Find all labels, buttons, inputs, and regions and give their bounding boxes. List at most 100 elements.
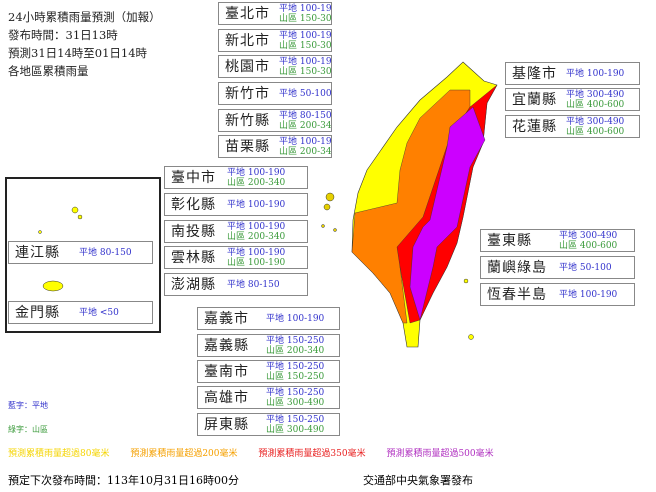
flat-rainfall: 平地 150-250 [266,336,324,346]
mountain-label: 山區 [227,231,246,242]
mountain-rainfall: 山區 150-300 [279,66,332,77]
region-box: 南投縣 平地 100-190 山區 200-340 [164,220,308,243]
mountain-value: 200-340 [286,345,325,356]
mountain-label: 山區 [279,120,298,131]
region-box: 澎湖縣 平地 80-150 [164,273,308,296]
flat-label: 平地 [566,68,585,79]
flat-value: 150-250 [286,361,325,372]
flat-label: 平地 [279,3,298,14]
flat-label: 平地 [227,247,246,258]
region-magenta [409,106,486,321]
region-name: 臺南市 [204,363,249,380]
rainfall-values: 平地 100-190 [262,314,324,324]
flat-label: 平地 [566,116,585,127]
flat-label: 平地 [559,262,578,273]
region-box: 臺東縣 平地 300-490 山區 400-600 [480,229,635,252]
flat-rainfall: 平地 50-100 [279,89,331,99]
region-name: 南投縣 [171,223,216,240]
region-box: 恆春半島 平地 100-190 [480,283,635,306]
region-name: 花蓮縣 [512,118,557,135]
flat-rainfall: 平地 100-190 [279,137,331,147]
legend-200: 預測累積雨量超過200毫米 [130,449,238,459]
region-box: 基隆市 平地 100-190 [505,62,640,85]
region-name: 嘉義縣 [204,337,249,354]
flat-rainfall: 平地 <50 [79,308,119,318]
flat-value: 80-150 [299,110,332,121]
mountain-value: 200-340 [299,146,332,157]
flat-rainfall: 平地 100-190 [279,31,331,41]
flat-value: 100-190 [247,221,286,232]
mountain-label: 山區 [559,240,578,251]
flat-rainfall: 平地 150-250 [266,415,324,425]
penghu-islands [321,192,337,232]
flat-rainfall: 平地 100-190 [227,168,285,178]
mountain-value: 400-600 [579,240,618,251]
rainfall-values: 平地 100-190 山區 100-190 [223,248,285,268]
rainfall-values: 平地 300-490 山區 400-600 [555,231,617,251]
flat-label: 平地 [279,56,298,67]
region-box: 彰化縣 平地 100-190 [164,193,308,216]
region-name: 新竹縣 [225,112,270,129]
mountain-label: 山區 [566,99,585,110]
flat-value: 80-150 [99,247,132,258]
legend: 預測累積雨量超過80毫米 預測累積雨量超過200毫米 預測累積雨量超過350毫米… [8,446,512,459]
legend-80: 預測累積雨量超過80毫米 [8,449,110,459]
flat-label: 平地 [279,110,298,121]
flat-label: 平地 [566,89,585,100]
mountain-value: 200-340 [299,120,332,131]
offshore-islands [463,278,474,340]
region-box: 高雄市 平地 150-250 山區 300-490 [197,386,340,409]
flat-label: 平地 [266,335,285,346]
flat-label: 平地 [559,289,578,300]
flat-rainfall: 平地 150-250 [266,388,324,398]
region-box: 花蓮縣 平地 300-490 山區 400-600 [505,115,640,138]
mountain-rainfall: 山區 200-340 [279,120,332,131]
rainfall-values: 平地 150-250 山區 300-490 [262,388,324,408]
flat-value: 100-190 [247,199,286,210]
mountain-label: 山區 [279,13,298,24]
mountain-value: 400-600 [586,99,625,110]
mountain-rainfall: 山區 200-340 [266,346,324,356]
flat-value: 100-190 [586,68,625,79]
flat-rainfall: 平地 100-190 [266,314,324,324]
flat-label: 平地 [266,313,285,324]
flat-label: 平地 [266,387,285,398]
flat-value: 100-190 [286,313,325,324]
rainfall-values: 平地 50-100 [555,263,612,273]
region-box: 蘭嶼綠島 平地 50-100 [480,256,635,279]
flat-value: 150-250 [286,335,325,346]
mountain-label: 山區 [279,66,298,77]
mountain-value: 150-300 [299,40,332,51]
flat-rainfall: 平地 100-190 [227,222,285,232]
region-box: 金門縣 平地 <50 [8,301,153,324]
mountain-value: 200-340 [247,177,286,188]
flat-label: 平地 [227,279,246,290]
flat-rainfall: 平地 300-490 [559,231,617,241]
region-name: 新北市 [225,32,270,49]
flat-rainfall: 平地 80-150 [279,110,332,121]
flat-rainfall: 平地 80-150 [227,280,280,290]
matsu-islands [38,206,83,234]
mountain-value: 100-190 [247,257,286,268]
mountain-rainfall: 山區 150-250 [266,372,324,382]
region-box: 連江縣 平地 80-150 [8,241,153,264]
mountain-value: 150-300 [299,66,332,77]
mountain-label: 山區 [227,177,246,188]
mountain-rainfall: 山區 300-490 [266,398,324,408]
flat-label: 平地 [266,414,285,425]
mountain-label: 山區 [279,40,298,51]
flat-value: 300-490 [586,116,625,127]
flat-value: 80-150 [247,279,280,290]
flat-rainfall: 平地 100-190 [566,69,624,79]
region-name: 臺北市 [225,5,270,22]
mountain-value: 300-490 [286,424,325,435]
legend-350: 預測累積雨量超過350毫米 [258,449,366,459]
subtitle: 各地區累積雨量 [8,64,89,78]
mountain-label: 山區 [266,371,285,382]
region-name: 基隆市 [512,65,557,82]
